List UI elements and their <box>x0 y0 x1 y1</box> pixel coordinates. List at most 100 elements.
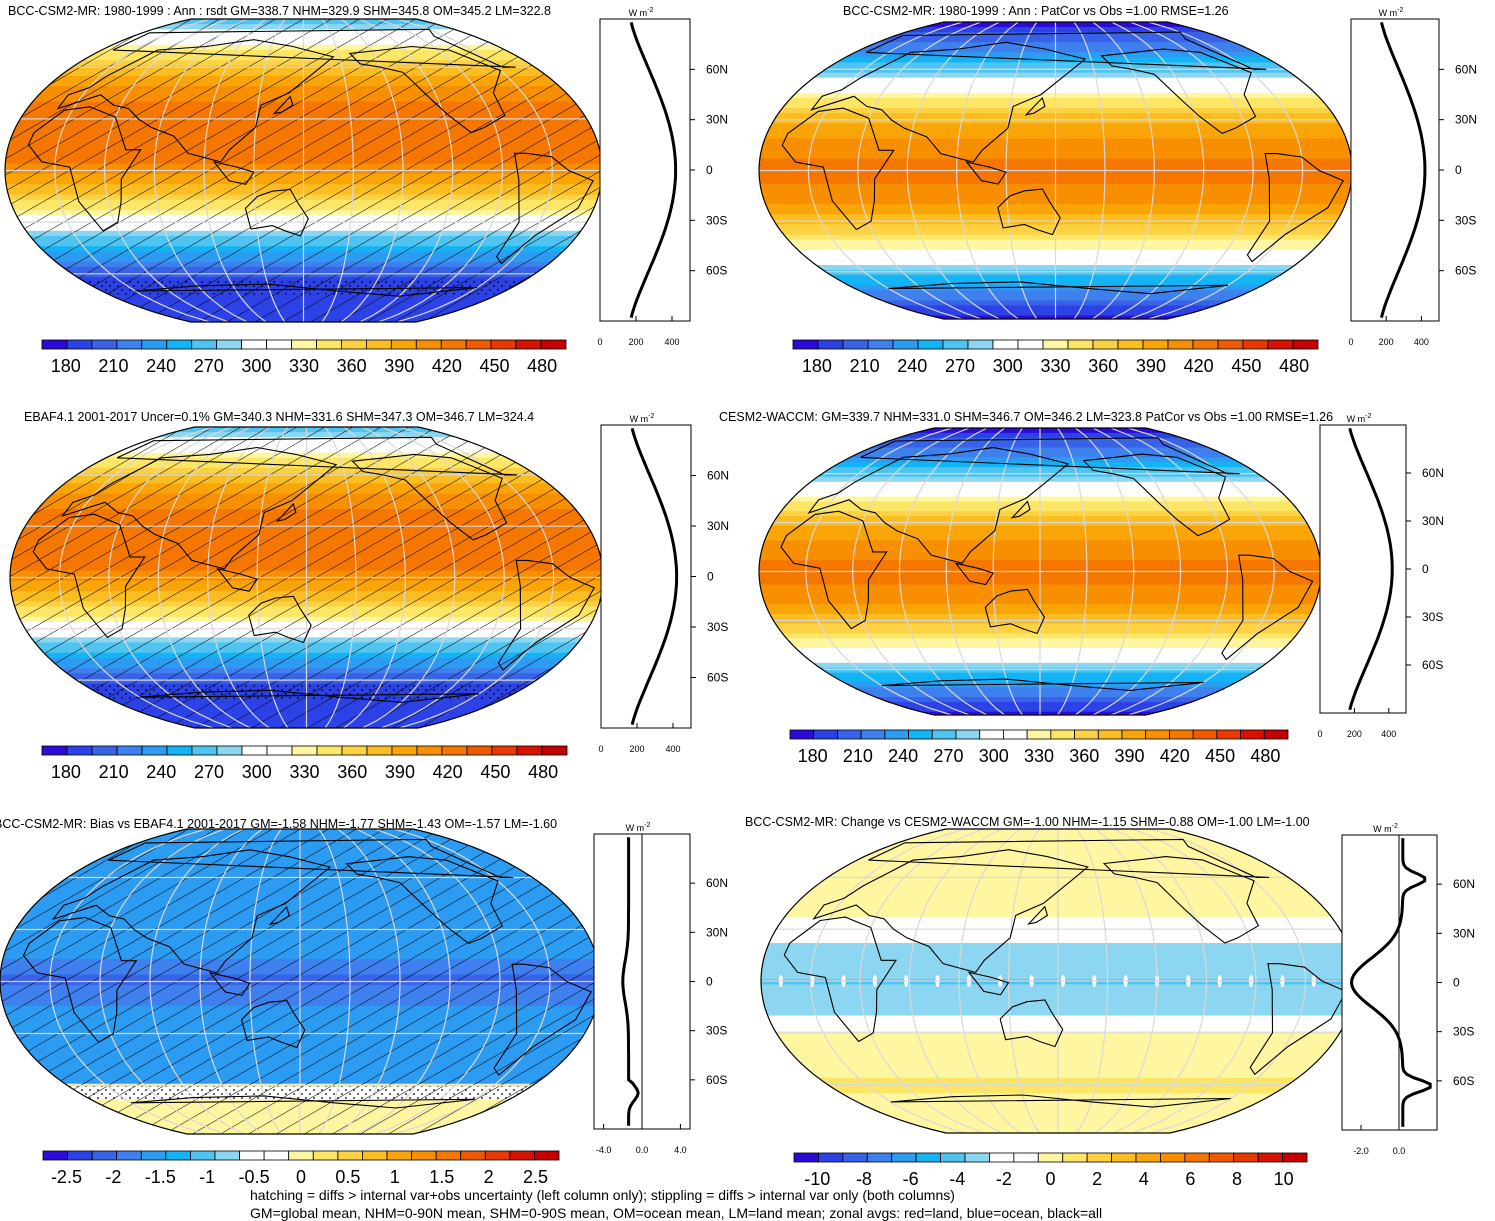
colorbar-tick-label: -4 <box>949 1169 965 1189</box>
coastline <box>812 849 1089 974</box>
colorbar-swatch <box>391 745 418 756</box>
zonal-x-label: 400 <box>664 337 679 347</box>
zonal-lat-label: 30N <box>1422 514 1444 528</box>
zonal-unit: W m-2 <box>1347 413 1372 424</box>
meridian-gridline <box>343 427 406 728</box>
map-outline <box>0 828 601 1135</box>
colorbar-swatch <box>91 339 118 350</box>
colorbar-tick-label: 240 <box>146 356 176 376</box>
zonal-mean-line <box>621 837 640 1126</box>
meridian-gridline <box>908 829 1003 1133</box>
zonal-lat-label: 0 <box>1455 163 1462 177</box>
zonal-x-label: 200 <box>628 337 643 347</box>
meridian-gridline <box>956 22 1019 319</box>
colorbar-swatch <box>291 339 317 350</box>
coastline <box>27 106 142 232</box>
meridian-gridline <box>362 427 456 728</box>
colorbar-swatch <box>1184 1152 1210 1163</box>
coastline <box>954 562 995 586</box>
colorbar-tick-label: 300 <box>979 746 1009 766</box>
meridian-gridline <box>359 19 454 322</box>
zonal-lat-label: 0 <box>1422 562 1429 576</box>
zonal-lat-label: 60N <box>1422 466 1444 480</box>
zonal-lat-label: 60S <box>706 1073 727 1087</box>
colorbar-swatch <box>1142 339 1169 350</box>
colorbar-swatch <box>891 1152 917 1163</box>
colorbar-swatch <box>415 339 442 350</box>
coastline <box>56 39 335 163</box>
colorbar-swatch <box>955 729 981 740</box>
colorbar-swatch <box>191 339 218 350</box>
coastline <box>780 510 888 630</box>
colorbar-tick-label: 10 <box>1274 1169 1294 1189</box>
colorbar-swatch <box>116 745 143 756</box>
map-area <box>0 829 600 1134</box>
colorbar-swatch <box>441 745 468 756</box>
coastline <box>781 107 895 231</box>
colorbar-tick-label: -1.5 <box>145 1167 176 1187</box>
colorbar-tick-label: 300 <box>241 356 271 376</box>
colorbar-swatch <box>1097 729 1123 740</box>
zonal-x-label: 200 <box>1379 337 1394 347</box>
colorbar-tick-label: 450 <box>480 356 510 376</box>
colorbar-swatch <box>1192 729 1218 740</box>
colorbar-tick-label: 270 <box>194 762 224 782</box>
colorbar-swatch <box>291 745 318 756</box>
meridian-gridline <box>1094 829 1158 1133</box>
colorbar-tick-label: 360 <box>1069 746 1099 766</box>
colorbar-swatch <box>1037 1152 1064 1163</box>
zonal-x-label: 0.0 <box>636 1145 649 1155</box>
zonal-lat-label: 60S <box>706 264 727 278</box>
meridian-gridline <box>256 427 289 728</box>
colorbar-swatch <box>1192 339 1219 350</box>
colorbar-swatch <box>967 339 994 350</box>
zonal-mean-line <box>1348 427 1394 711</box>
meridian-gridline <box>356 829 451 1134</box>
zonal-lat-label: 30N <box>1453 926 1475 940</box>
colorbar-tick-label: 330 <box>1024 746 1054 766</box>
zonal-lat-label: 60S <box>707 671 728 685</box>
coastline <box>139 689 480 703</box>
colorbar-tick-label: 450 <box>1205 746 1235 766</box>
colorbar-swatch <box>266 339 292 350</box>
colorbar-swatch <box>1167 339 1194 350</box>
colorbar-swatch <box>992 339 1019 350</box>
colorbar-swatch <box>1257 1152 1283 1163</box>
colorbar-swatch <box>541 745 568 756</box>
colorbar-swatch <box>416 745 443 756</box>
colorbar-swatch <box>1086 1152 1112 1163</box>
colorbar-swatch <box>1111 1152 1137 1163</box>
coastline <box>216 568 258 592</box>
colorbar-swatch <box>191 745 218 756</box>
colorbar-swatch <box>1067 339 1094 350</box>
zonal-x-label: -4.0 <box>596 1145 612 1155</box>
zonal-lat-label: 60S <box>1453 1074 1474 1088</box>
colorbar-tick-label: 360 <box>1088 356 1118 376</box>
zonal-x-label: 0 <box>1348 337 1353 347</box>
colorbar-swatch <box>91 1150 118 1161</box>
colorbar-swatch <box>1208 1152 1235 1163</box>
colorbar-swatch <box>1117 339 1144 350</box>
panel-change: BCC-CSM2-MR: Change vs CESM2-WACCM GM=-1… <box>745 815 1475 1189</box>
colorbar-swatch <box>789 729 815 740</box>
meridian-gridline <box>1111 22 1205 319</box>
meridian-gridline <box>378 19 504 322</box>
colorbar-swatch <box>908 729 933 740</box>
zonal-unit: W m-2 <box>1373 823 1398 834</box>
colorbar-tick-label: 210 <box>843 746 873 766</box>
map-outline <box>9 426 604 729</box>
colorbar-tick-label: 0 <box>1045 1169 1055 1189</box>
colorbar-tick-label: 180 <box>802 356 832 376</box>
zonal-x-label: 0.0 <box>1393 1146 1406 1156</box>
colorbar-swatch <box>411 1150 437 1161</box>
colorbar-tick-label: 390 <box>385 762 415 782</box>
colorbar-swatch <box>1003 729 1028 740</box>
colorbar-swatch <box>817 339 844 350</box>
map-area <box>5 19 602 322</box>
coastline <box>275 502 297 523</box>
zonal-mean-line <box>1380 22 1427 318</box>
colorbar-swatch <box>1074 729 1099 740</box>
meridian-gridline <box>857 22 982 319</box>
colorbar-swatch <box>1169 729 1194 740</box>
